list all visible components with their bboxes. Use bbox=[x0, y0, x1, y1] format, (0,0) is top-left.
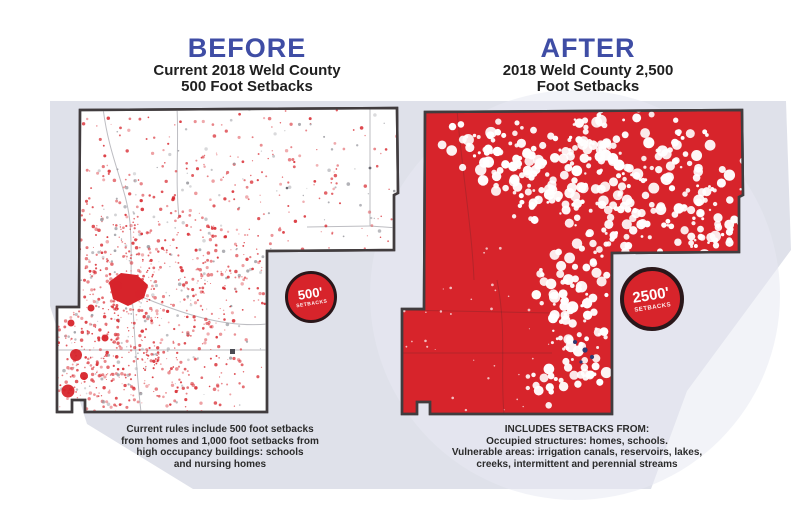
county-border-before bbox=[55, 106, 400, 414]
before-heading: BEFORE bbox=[187, 33, 307, 63]
map-after-2500ft bbox=[400, 108, 745, 416]
before-title-block: BEFORE Current 2018 Weld County 500 Foot… bbox=[72, 33, 422, 95]
after-caption-line1: INCLUDES SETBACKS FROM: bbox=[504, 424, 650, 435]
before-caption: Current rules include 500 foot setbacks … bbox=[70, 424, 370, 470]
before-subtitle-line2: 500 Foot Setbacks bbox=[181, 78, 313, 95]
before-subtitle-line1: Current 2018 Weld County bbox=[153, 62, 341, 79]
before-caption-line3: high occupancy buildings: schools bbox=[136, 447, 304, 458]
before-caption-line4: and nursing homes bbox=[173, 458, 267, 470]
after-caption: INCLUDES SETBACKS FROM: Occupied structu… bbox=[407, 424, 747, 470]
setback-coverage-pattern bbox=[402, 110, 743, 414]
after-subtitle-line2: Foot Setbacks bbox=[536, 78, 640, 95]
after-title-block: AFTER 2018 Weld County 2,500 Foot Setbac… bbox=[413, 33, 763, 95]
setback-badge-500-text: 500' SETBACKS bbox=[294, 284, 328, 309]
after-caption-line2: Occupied structures: homes, schools. bbox=[486, 435, 668, 447]
setback-badge-2500-text: 2500' SETBACKS bbox=[632, 284, 672, 313]
after-subtitle-line1: 2018 Weld County 2,500 bbox=[502, 62, 674, 79]
before-caption-line1: Current rules include 500 foot setbacks bbox=[126, 424, 314, 435]
after-heading: AFTER bbox=[540, 33, 636, 63]
before-caption-line2: from homes and 1,000 foot setbacks from bbox=[121, 435, 319, 447]
county-border-after bbox=[400, 108, 745, 416]
after-caption-line4: creeks, intermittent and perennial strea… bbox=[476, 458, 678, 470]
setback-badge-500: 500' SETBACKS bbox=[285, 271, 337, 323]
after-caption-line3: Vulnerable areas: irrigation canals, res… bbox=[451, 447, 703, 458]
setback-badge-2500: 2500' SETBACKS bbox=[620, 267, 684, 331]
